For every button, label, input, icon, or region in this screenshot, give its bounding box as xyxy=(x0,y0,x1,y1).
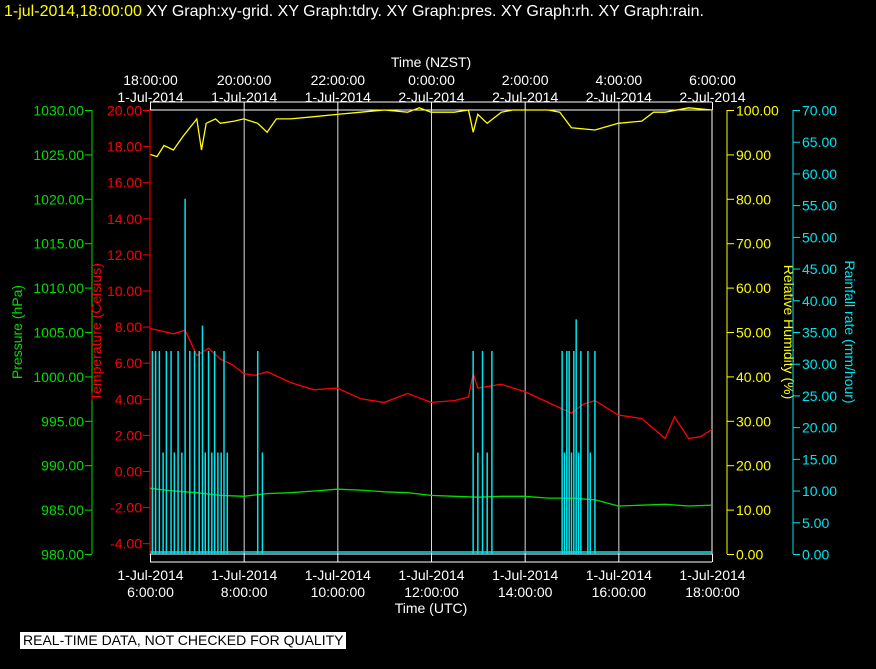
x-bottom-tick-time: 12:00:00 xyxy=(404,584,459,600)
x-top-tick-date: 2-Jul-2014 xyxy=(398,89,464,105)
humidity-tick-label: 100.00 xyxy=(736,103,779,119)
temperature-tick-label: 20.00 xyxy=(107,103,142,119)
window-title: 1-jul-2014,18:00:00 XY Graph:xy-grid. XY… xyxy=(4,3,704,21)
temperature-tick-label: 16.00 xyxy=(107,175,142,191)
temperature-tick-label: 2.00 xyxy=(115,427,142,443)
x-top-tick-time: 2:00:00 xyxy=(502,72,549,88)
title-graphs: XY Graph:xy-grid. XY Graph:tdry. XY Grap… xyxy=(146,3,704,20)
pressure-tick-label: 1010.00 xyxy=(33,280,84,296)
temperature-tick-label: 6.00 xyxy=(115,355,142,371)
temperature-tick-label: 4.00 xyxy=(115,391,142,407)
title-timestamp: 1-jul-2014,18:00:00 xyxy=(4,3,142,20)
x-top-tick-date: 1-Jul-2014 xyxy=(117,89,183,105)
x-bottom-tick-date: 1-Jul-2014 xyxy=(211,567,277,583)
x-bottom-tick-time: 10:00:00 xyxy=(311,584,366,600)
temperature-tick-label: 12.00 xyxy=(107,247,142,263)
pressure-line xyxy=(149,487,713,507)
humidity-tick-label: 80.00 xyxy=(736,191,771,207)
x-bottom-tick-time: 14:00:00 xyxy=(498,584,553,600)
rainfall-axis-label: Rainfall rate (mm/hour) xyxy=(842,260,858,403)
temperature-axis-label: Temperature (Celsius) xyxy=(88,263,104,401)
humidity-tick-label: 90.00 xyxy=(736,147,771,163)
rainfall-tick-label: 65.00 xyxy=(802,134,837,150)
x-top-tick-date: 2-Jul-2014 xyxy=(586,89,652,105)
temperature-tick-label: 18.00 xyxy=(107,139,142,155)
x-top-tick-time: 6:00:00 xyxy=(689,72,736,88)
pressure-tick-label: 1030.00 xyxy=(33,103,84,119)
humidity-tick-label: 70.00 xyxy=(736,236,771,252)
rainfall-tick-label: 0.00 xyxy=(802,547,829,563)
pressure-tick-label: 1000.00 xyxy=(33,369,84,385)
x-bottom-tick-date: 1-Jul-2014 xyxy=(398,567,464,583)
rainfall-tick-label: 60.00 xyxy=(802,166,837,182)
x-top-tick-time: 22:00:00 xyxy=(311,72,366,88)
x-bottom-tick-time: 18:00:00 xyxy=(685,584,740,600)
x-top-tick-time: 18:00:00 xyxy=(123,72,178,88)
x-bottom-tick-time: 8:00:00 xyxy=(221,584,268,600)
x-bottom-tick-date: 1-Jul-2014 xyxy=(117,567,183,583)
x-bottom-tick-time: 6:00:00 xyxy=(127,584,174,600)
rainfall-tick-label: 15.00 xyxy=(802,451,837,467)
humidity-line xyxy=(149,107,713,158)
pressure-tick-label: 995.00 xyxy=(41,413,84,429)
rainfall-tick-label: 50.00 xyxy=(802,229,837,245)
rainfall-tick-label: 40.00 xyxy=(802,293,837,309)
rainfall-tick-label: 45.00 xyxy=(802,261,837,277)
rainfall-tick-label: 25.00 xyxy=(802,388,837,404)
temperature-tick-label: -2.00 xyxy=(110,500,142,516)
rainfall-tick-label: 10.00 xyxy=(802,483,837,499)
temperature-tick-label: 8.00 xyxy=(115,319,142,335)
x-bottom-tick-time: 16:00:00 xyxy=(592,584,647,600)
pressure-tick-label: 990.00 xyxy=(41,458,84,474)
temperature-tick-label: 0.00 xyxy=(115,463,142,479)
temperature-tick-label: 10.00 xyxy=(107,283,142,299)
x-bottom-axis-label: Time (UTC) xyxy=(395,600,468,616)
x-top-tick-date: 2-Jul-2014 xyxy=(679,89,745,105)
humidity-tick-label: 20.00 xyxy=(736,458,771,474)
x-top-tick-time: 4:00:00 xyxy=(595,72,642,88)
rainfall-tick-label: 70.00 xyxy=(802,103,837,119)
humidity-tick-label: 0.00 xyxy=(736,547,763,563)
humidity-tick-label: 30.00 xyxy=(736,413,771,429)
rainfall-tick-label: 30.00 xyxy=(802,356,837,372)
pressure-tick-label: 1025.00 xyxy=(33,147,84,163)
rainfall-tick-label: 55.00 xyxy=(802,198,837,214)
rainfall-tick-label: 5.00 xyxy=(802,515,829,531)
pressure-tick-label: 1005.00 xyxy=(33,325,84,341)
temperature-tick-label: -4.00 xyxy=(110,536,142,552)
rainfall-tick-label: 20.00 xyxy=(802,420,837,436)
x-top-tick-time: 20:00:00 xyxy=(217,72,272,88)
x-top-tick-date: 1-Jul-2014 xyxy=(211,89,277,105)
x-bottom-tick-date: 1-Jul-2014 xyxy=(586,567,652,583)
x-top-axis-label: Time (NZST) xyxy=(391,54,471,70)
humidity-tick-label: 60.00 xyxy=(736,280,771,296)
rainfall-tick-label: 35.00 xyxy=(802,325,837,341)
quality-notice: REAL-TIME DATA, NOT CHECKED FOR QUALITY xyxy=(20,632,347,649)
temperature-line xyxy=(149,327,713,440)
pressure-tick-label: 1020.00 xyxy=(33,191,84,207)
pressure-tick-label: 985.00 xyxy=(41,502,84,518)
x-bottom-tick-date: 1-Jul-2014 xyxy=(305,567,371,583)
humidity-tick-label: 40.00 xyxy=(736,369,771,385)
x-top-tick-time: 0:00:00 xyxy=(408,72,455,88)
x-top-tick-date: 1-Jul-2014 xyxy=(305,89,371,105)
temperature-tick-label: 14.00 xyxy=(107,211,142,227)
pressure-axis-label: Pressure (hPa) xyxy=(9,285,25,379)
humidity-tick-label: 50.00 xyxy=(736,325,771,341)
x-bottom-tick-date: 1-Jul-2014 xyxy=(679,567,745,583)
pressure-tick-label: 980.00 xyxy=(41,547,84,563)
x-bottom-tick-date: 1-Jul-2014 xyxy=(492,567,558,583)
humidity-tick-label: 10.00 xyxy=(736,502,771,518)
x-top-tick-date: 2-Jul-2014 xyxy=(492,89,558,105)
pressure-tick-label: 1015.00 xyxy=(33,236,84,252)
